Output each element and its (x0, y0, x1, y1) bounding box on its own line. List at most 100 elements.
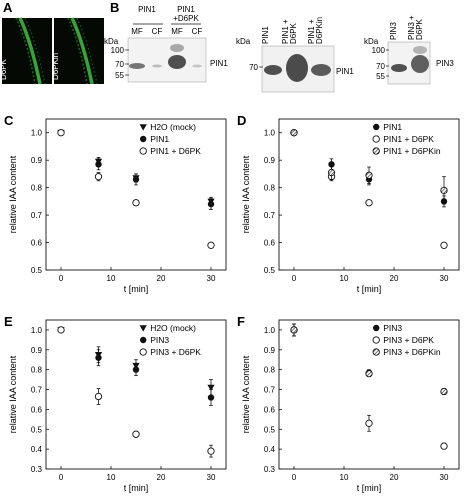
data-point (290, 326, 298, 334)
data-point (57, 326, 65, 334)
data-point (440, 442, 448, 450)
charts-group: C 0.5 0.6 0.7 0.8 0.9 1.0 0 10 20 30 t [min] relativ… (4, 113, 460, 493)
data-point (207, 384, 215, 392)
x-tick-label: 0 (292, 274, 297, 283)
legend: PIN1 PIN1 + D6PK PIN1 + D6PKin (372, 122, 441, 156)
legend-marker (140, 336, 147, 344)
blot1-col-header-pin1: PIN1 (138, 5, 156, 14)
x-axis-label: t [min] (357, 284, 382, 294)
series-pin1 (57, 129, 215, 211)
y-axis-label: relative IAA content (8, 155, 18, 233)
plot-frame (45, 118, 227, 271)
y-tick-label: 0.9 (264, 346, 276, 355)
data-point (207, 200, 215, 208)
x-tick-label: 30 (207, 274, 216, 283)
legend-marker (372, 135, 380, 143)
y-axis-label: relative IAA content (8, 355, 18, 433)
series-h2o-mock- (57, 327, 215, 396)
y-tick-label: 0.5 (264, 425, 276, 434)
blot3-kda-100: 100 (372, 46, 386, 55)
blot3-lane-pin3: PIN3 (389, 22, 398, 40)
legend-label: H2O (mock) (150, 323, 196, 333)
x-tick-label: 30 (440, 274, 449, 283)
plot-frame (45, 319, 227, 470)
y-tick-label: 1.0 (31, 326, 43, 335)
data-point (132, 199, 140, 207)
x-tick-label: 10 (107, 274, 116, 283)
data-point (94, 392, 103, 401)
legend-marker (373, 123, 380, 131)
y-tick-label: 0.5 (31, 425, 43, 434)
legend-marker (372, 348, 380, 356)
y-tick-label: 0.6 (264, 239, 276, 248)
y-tick-label: 0.7 (264, 211, 276, 220)
y-tick-label: 0.5 (264, 266, 276, 275)
x-tick-label: 30 (440, 473, 449, 482)
blot1-col-header-pin1-d6pk-line1: PIN1 (177, 5, 195, 14)
western-blot-3: PIN3 PIN3 +D6PK kDa 100 70 55 PIN3 (364, 15, 454, 85)
legend-label: PIN1 (383, 122, 402, 132)
legend-marker (139, 348, 147, 356)
panel-label-d: D (237, 113, 246, 128)
blot1-protein-label: PIN1 (210, 59, 228, 68)
blot1-kda-100: 100 (111, 46, 125, 55)
blot3-protein-label: PIN3 (436, 59, 454, 68)
blot2-kda-label: kDa (236, 37, 251, 46)
y-tick-label: 0.3 (31, 465, 43, 474)
legend: H2O (mock) PIN1 PIN1 + D6PK (139, 122, 201, 156)
x-axis-label: t [min] (124, 284, 149, 294)
legend-label: PIN3 + D6PK (383, 335, 434, 345)
series-pin3 (57, 326, 215, 406)
legend-marker (140, 135, 147, 143)
legend-label: H2O (mock) (150, 122, 196, 132)
y-tick-label: 0.6 (264, 405, 276, 414)
panel-label-b: B (110, 0, 119, 15)
legend-marker (139, 147, 147, 155)
image-label-d6pkin: D6PKin (51, 53, 60, 80)
data-point (207, 394, 215, 401)
panel-label-f: F (237, 314, 245, 329)
data-point (365, 171, 373, 179)
blot1-lane-mf-2: MF (171, 27, 183, 36)
series-h2o-mock- (57, 129, 215, 206)
y-tick-label: 0.6 (31, 239, 43, 248)
legend-label: PIN1 (150, 134, 169, 144)
confocal-image-d6pk: D6PK (0, 17, 52, 85)
x-tick-label: 20 (157, 274, 166, 283)
blot3-kda-label: kDa (364, 37, 379, 46)
y-tick-label: 1.0 (264, 129, 276, 138)
y-tick-label: 0.4 (31, 445, 43, 454)
blot1-lane-cf-1: CF (152, 27, 163, 36)
data-point (95, 161, 102, 168)
y-tick-label: 0.4 (264, 445, 276, 454)
plot-frame (278, 319, 460, 470)
y-tick-label: 0.7 (31, 211, 43, 220)
blot2-lane-pin1-d6pk: PIN1 +D6PK (281, 19, 298, 44)
y-tick-label: 0.8 (31, 366, 43, 375)
blot1-kda-70: 70 (115, 60, 124, 69)
data-point (365, 199, 373, 207)
western-blot-1: PIN1 PIN1 +D6PK MF CF MF CF kDa 100 70 5… (104, 5, 228, 83)
data-point (440, 186, 448, 195)
data-point (94, 173, 103, 181)
y-tick-label: 1.0 (31, 129, 43, 138)
x-tick-label: 0 (59, 274, 64, 283)
y-axis-label: relative IAA content (241, 155, 251, 233)
x-axis-label: t [min] (124, 483, 149, 493)
y-tick-label: 0.9 (31, 156, 43, 165)
panel-label-a: A (3, 0, 13, 15)
series-pin1-d6pk (57, 129, 215, 249)
chart-panel-e: E 0.3 0.4 0.5 0.6 0.7 0.8 0.9 1.0 0 10 20 30 t [min] r… (4, 314, 227, 493)
chart-panel-c: C 0.5 0.6 0.7 0.8 0.9 1.0 0 10 20 30 t [min] relativ… (4, 113, 227, 294)
legend-label: PIN3 (150, 335, 169, 345)
data-point (440, 387, 448, 396)
data-point (132, 430, 140, 438)
series-pin1-d6pkin (290, 129, 448, 205)
data-point (95, 354, 102, 361)
image-label-d6pk: D6PK (0, 58, 8, 80)
data-point (290, 129, 298, 137)
blot1-kda-55: 55 (115, 71, 124, 80)
blot1-lane-mf-1: MF (131, 27, 143, 36)
legend-label: PIN1 + D6PK (150, 146, 201, 156)
